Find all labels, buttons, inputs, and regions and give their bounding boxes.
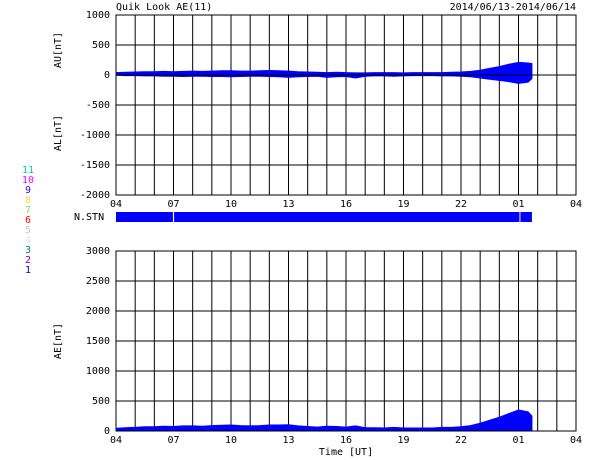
station-label: 8 (25, 195, 31, 206)
y-axis-label: AL[nT] (53, 115, 64, 151)
y-axis-label: AE[nT] (53, 323, 64, 359)
x-tick-label: 04 (110, 199, 122, 210)
station-label: 6 (25, 215, 31, 226)
x-tick-label: 16 (340, 435, 352, 446)
y-tick-label: -1500 (80, 160, 110, 171)
x-axis-label: Time [UT] (319, 447, 373, 458)
station-label: 2 (25, 255, 31, 266)
y-tick-label: 3000 (86, 246, 110, 257)
station-label: 11 (22, 165, 34, 176)
x-tick-label: 22 (455, 435, 467, 446)
x-tick-label: 10 (225, 199, 237, 210)
y-tick-label: -1000 (80, 130, 110, 141)
y-tick-label: -500 (86, 100, 110, 111)
x-tick-label: 04 (570, 435, 582, 446)
chart-subtitle: 2014/06/13-2014/06/14 (450, 2, 576, 13)
chart-title: Quik Look AE(11) (116, 2, 212, 13)
y-tick-label: -2000 (80, 190, 110, 201)
station-segment (116, 212, 173, 222)
y-tick-label: 500 (92, 396, 110, 407)
timeline-label: N.STN (74, 212, 104, 223)
y-tick-label: 0 (104, 70, 110, 81)
x-tick-label: 07 (167, 435, 179, 446)
x-tick-label: 01 (512, 435, 524, 446)
plot-frame (115, 14, 577, 196)
station-label: 3 (25, 245, 31, 256)
y-tick-label: 500 (92, 40, 110, 51)
x-tick-label: 04 (110, 435, 122, 446)
area (115, 74, 533, 84)
station-label: 5 (25, 225, 31, 236)
area (115, 61, 533, 76)
x-tick-label: 13 (282, 199, 294, 210)
x-tick-label: 16 (340, 199, 352, 210)
x-tick-label: 04 (570, 199, 582, 210)
station-label: 1 (25, 265, 31, 276)
x-tick-label: 22 (455, 199, 467, 210)
y-tick-label: 2000 (86, 306, 110, 317)
x-tick-label: 19 (397, 435, 409, 446)
x-tick-label: 19 (397, 199, 409, 210)
y-tick-label: 1000 (86, 10, 110, 21)
y-tick-label: 1500 (86, 336, 110, 347)
x-tick-label: 10 (225, 435, 237, 446)
y-axis-label: AU[nT] (53, 32, 64, 68)
area (115, 409, 533, 432)
station-label: 7 (25, 205, 31, 216)
station-segment (174, 212, 520, 222)
station-segment (520, 212, 532, 222)
station-label: 9 (25, 185, 31, 196)
station-label: 10 (22, 175, 34, 186)
y-tick-label: 2500 (86, 276, 110, 287)
x-tick-label: 07 (167, 199, 179, 210)
station-label: 4 (25, 235, 31, 246)
y-tick-label: 1000 (86, 366, 110, 377)
x-tick-label: 13 (282, 435, 294, 446)
y-tick-label: 0 (104, 426, 110, 437)
x-tick-label: 01 (512, 199, 524, 210)
